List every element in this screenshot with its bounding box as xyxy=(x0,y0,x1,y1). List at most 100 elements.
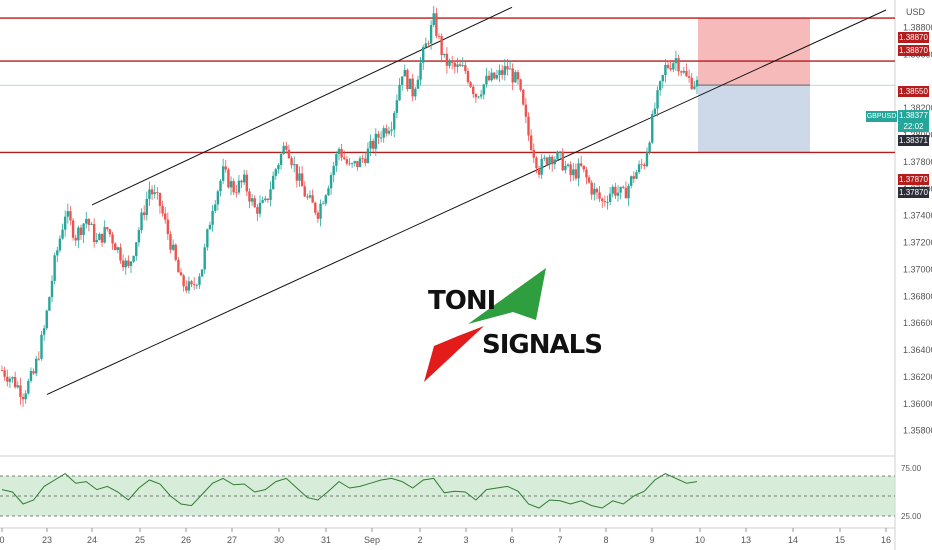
candle xyxy=(132,255,135,262)
candle xyxy=(366,148,370,163)
candle xyxy=(608,193,612,202)
candle xyxy=(456,64,459,67)
candle xyxy=(690,77,693,89)
candle xyxy=(8,378,12,382)
candle xyxy=(0,370,4,372)
candle xyxy=(561,151,564,171)
last-price-tag: 1.38377 22:02 xyxy=(898,110,929,132)
candle xyxy=(224,166,227,170)
candle xyxy=(116,247,120,251)
candle xyxy=(266,198,270,200)
candle xyxy=(303,186,306,197)
candle xyxy=(179,272,183,276)
candle xyxy=(406,69,409,90)
candle xyxy=(577,163,580,179)
candle xyxy=(237,180,241,193)
rsi-label-upper: 75.00 xyxy=(901,464,922,473)
candle xyxy=(464,65,467,71)
candle xyxy=(200,269,204,277)
candle xyxy=(469,82,472,87)
candle xyxy=(661,75,664,82)
candle xyxy=(648,142,651,153)
candle xyxy=(487,75,491,81)
candle xyxy=(472,86,475,95)
candle xyxy=(664,64,667,76)
candle xyxy=(314,202,317,213)
candle xyxy=(21,396,25,400)
candle xyxy=(353,161,356,164)
candle xyxy=(574,169,578,179)
candle xyxy=(271,175,275,190)
candle xyxy=(422,47,425,63)
price-tick-label: 1.37800 xyxy=(903,157,932,167)
take-profit-zone xyxy=(698,85,810,153)
candle xyxy=(316,212,320,219)
time-tick-label: 0 xyxy=(0,535,5,545)
candle xyxy=(164,213,167,220)
candle xyxy=(416,79,420,89)
candle xyxy=(485,75,488,85)
time-tick-label: 2 xyxy=(417,535,422,545)
rsi-line xyxy=(1,472,698,509)
candle xyxy=(63,216,67,230)
stop-loss-zone xyxy=(698,18,810,86)
trendline-2 xyxy=(46,9,887,395)
candle xyxy=(24,393,27,400)
candle xyxy=(395,100,399,113)
price-tick-label: 1.36600 xyxy=(903,318,932,328)
candle xyxy=(466,70,470,83)
candle xyxy=(232,181,235,193)
candle xyxy=(553,159,557,165)
candle xyxy=(687,76,691,78)
candle xyxy=(532,149,535,158)
candle xyxy=(142,212,146,216)
candle xyxy=(474,94,478,98)
candle xyxy=(282,145,285,155)
candle xyxy=(61,229,64,239)
candle xyxy=(619,186,622,193)
candle xyxy=(308,195,312,198)
candle xyxy=(343,157,346,160)
candle xyxy=(42,328,46,335)
candle xyxy=(658,81,662,91)
candle xyxy=(414,88,417,97)
candle xyxy=(156,192,159,193)
candle xyxy=(327,188,330,196)
candle xyxy=(635,172,638,179)
candle xyxy=(321,203,325,205)
candle xyxy=(429,24,433,44)
candle xyxy=(627,185,630,199)
candle xyxy=(656,90,659,109)
candle xyxy=(682,71,686,73)
time-tick-label: 16 xyxy=(881,535,891,545)
candle xyxy=(69,211,72,221)
candle xyxy=(337,149,341,155)
candle xyxy=(58,238,62,251)
symbol-tag[interactable]: GBPUSD xyxy=(866,111,897,122)
candle xyxy=(493,72,496,79)
candle xyxy=(582,165,585,170)
candle xyxy=(514,72,517,83)
candle xyxy=(35,358,38,374)
currency-label[interactable]: USD xyxy=(906,7,926,17)
candle xyxy=(556,152,559,160)
candle xyxy=(379,137,383,139)
candle xyxy=(77,227,80,241)
candle xyxy=(161,205,164,214)
candle xyxy=(453,62,457,67)
candle xyxy=(622,186,625,188)
candle xyxy=(361,158,364,160)
candle xyxy=(595,188,599,193)
candle xyxy=(214,204,217,211)
candle xyxy=(245,174,249,192)
candle xyxy=(606,201,609,203)
price-tick-label: 1.37400 xyxy=(903,211,932,221)
candle xyxy=(445,53,449,66)
candle xyxy=(432,13,435,25)
time-tick-label: 27 xyxy=(227,535,237,545)
candle xyxy=(114,243,117,251)
candle xyxy=(601,198,604,202)
candle xyxy=(177,259,180,273)
